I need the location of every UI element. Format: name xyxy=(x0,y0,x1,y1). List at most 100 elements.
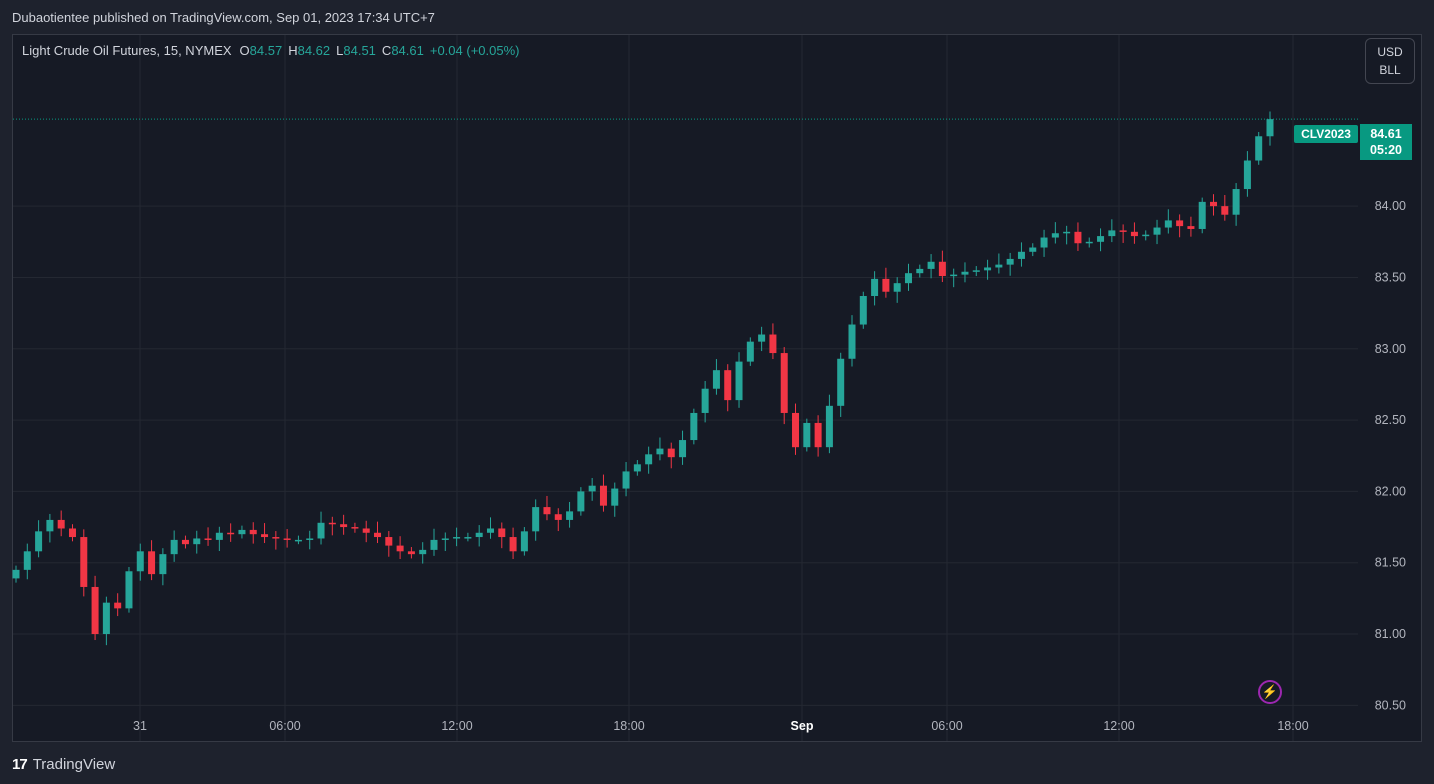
candle-body xyxy=(882,278,890,292)
top-bar: Dubaotientee published on TradingView.co… xyxy=(0,0,1434,34)
candle xyxy=(91,575,99,641)
y-tick-label: 83.50 xyxy=(1375,270,1406,284)
candle xyxy=(701,381,709,423)
candle xyxy=(1232,183,1240,226)
candle xyxy=(148,540,156,581)
candle xyxy=(1130,222,1138,244)
candle xyxy=(181,535,189,549)
candle-body xyxy=(215,532,223,540)
candle-body xyxy=(1142,234,1150,237)
candle xyxy=(23,543,31,580)
candle xyxy=(916,264,924,278)
candle-body xyxy=(374,532,382,538)
candle xyxy=(1029,243,1037,257)
candle xyxy=(272,531,280,550)
candle-body xyxy=(306,538,314,540)
y-tick-label: 80.50 xyxy=(1375,698,1406,712)
y-axis: 80.50 81.00 81.50 82.00 82.50 83.00 83.50 84.00 xyxy=(1375,199,1406,712)
x-tick-label: Sep xyxy=(791,719,814,733)
candle xyxy=(1210,194,1218,216)
candle-body xyxy=(238,529,246,535)
candle-body xyxy=(12,569,20,579)
candle xyxy=(1006,252,1014,276)
legend-high-label: H xyxy=(288,43,298,58)
candle-body xyxy=(1085,241,1093,244)
candle xyxy=(193,530,201,554)
legend-open: 84.57 xyxy=(249,43,283,58)
last-price-tag: 84.61 05:20 xyxy=(1360,124,1412,160)
candle xyxy=(532,499,540,541)
candle-body xyxy=(769,334,777,354)
candle-body xyxy=(690,412,698,441)
candle xyxy=(1063,225,1071,245)
candle-body xyxy=(114,602,122,609)
candle xyxy=(972,266,980,277)
legend-change: +0.04 (+0.05%) xyxy=(429,43,520,58)
legend-low: 84.51 xyxy=(343,43,376,58)
candle-body xyxy=(1243,160,1251,190)
candle xyxy=(622,462,630,497)
candle xyxy=(1108,219,1116,243)
lightning-icon[interactable]: ⚡ xyxy=(1258,680,1282,704)
tradingview-brand-text: TradingView xyxy=(32,755,116,773)
candle-body xyxy=(261,534,269,538)
candle-body xyxy=(758,334,766,342)
legend-low-label: L xyxy=(336,43,344,58)
candle xyxy=(340,514,348,535)
candle-body xyxy=(1255,136,1263,161)
candle xyxy=(1097,228,1105,252)
legend-symbol[interactable]: Light Crude Oil Futures, 15, NYMEX xyxy=(22,43,232,58)
currency-unit-button[interactable]: USD BLL xyxy=(1365,38,1415,84)
candle-body xyxy=(724,370,732,401)
candle-body xyxy=(1153,227,1161,235)
candle xyxy=(1187,216,1195,237)
candle-body xyxy=(396,545,404,552)
candle xyxy=(238,525,246,539)
x-tick-label: 06:00 xyxy=(269,719,300,733)
candle-body xyxy=(803,422,811,448)
candle-body xyxy=(566,511,574,520)
candle xyxy=(35,520,43,558)
candle-body xyxy=(577,491,585,512)
candle-body xyxy=(1198,201,1206,229)
candle xyxy=(520,527,528,556)
candle xyxy=(114,593,122,617)
candle xyxy=(554,508,562,532)
candle-body xyxy=(351,527,359,529)
candle xyxy=(306,530,314,550)
candle xyxy=(407,547,415,559)
candle xyxy=(656,437,664,461)
candle-body xyxy=(554,514,562,520)
candle xyxy=(1198,197,1206,234)
candle xyxy=(159,548,167,586)
candle-body xyxy=(611,488,619,506)
candle xyxy=(509,527,517,560)
y-tick-label: 83.00 xyxy=(1375,342,1406,356)
candle-body xyxy=(1108,230,1116,237)
candle xyxy=(1142,230,1150,241)
candle-body xyxy=(1029,247,1037,252)
candle-body xyxy=(125,571,133,609)
candle-body xyxy=(419,549,427,555)
candle xyxy=(170,530,178,562)
candle-body xyxy=(961,271,969,275)
candle xyxy=(1266,111,1274,146)
candle xyxy=(712,359,720,395)
unit-label: BLL xyxy=(1379,63,1401,77)
candle xyxy=(633,460,641,476)
candle-body xyxy=(1176,220,1184,227)
footer-brand[interactable]: 17 TradingView xyxy=(12,752,115,776)
candle xyxy=(577,487,585,516)
candle-body xyxy=(1040,237,1048,248)
candle-body xyxy=(328,522,336,525)
candle-body xyxy=(272,537,280,539)
candle-body xyxy=(159,554,167,575)
candle-body xyxy=(972,270,980,272)
candle xyxy=(792,403,800,455)
candle-body xyxy=(362,528,370,533)
candle-body xyxy=(848,324,856,359)
candle xyxy=(599,474,607,512)
candle-body xyxy=(1074,231,1082,244)
candle-body xyxy=(1221,206,1229,215)
